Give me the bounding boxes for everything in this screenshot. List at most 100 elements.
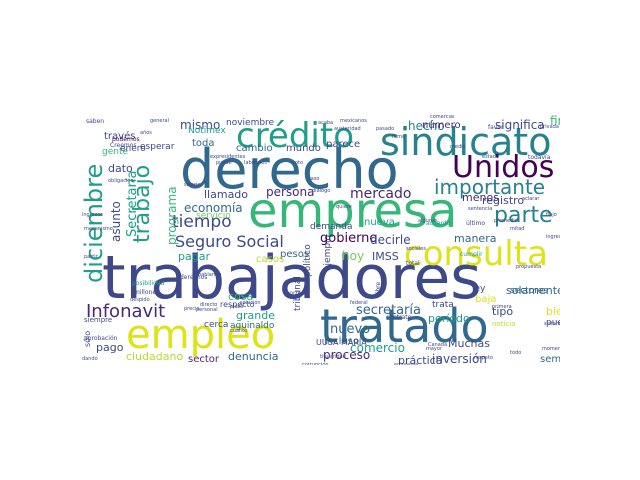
word: pueden	[546, 318, 560, 328]
word: trabajadores	[102, 243, 482, 313]
word: dato	[108, 162, 133, 175]
word: comercial	[430, 115, 455, 120]
word: casos	[256, 254, 285, 265]
word: sentencia	[468, 206, 493, 212]
word: parte	[494, 203, 553, 228]
word: cosa	[228, 290, 254, 303]
word: pesos	[280, 249, 310, 260]
word: secretaría	[356, 303, 421, 318]
word: Canadá	[428, 342, 448, 348]
word: momento	[542, 346, 560, 352]
word: práctica	[398, 354, 443, 365]
word: menos	[462, 191, 499, 204]
word: gente	[102, 147, 129, 157]
word: mercado	[350, 186, 412, 202]
word: número	[422, 120, 461, 131]
word: austeridad	[334, 126, 361, 132]
word: podemos	[112, 136, 140, 143]
word: primera	[492, 304, 512, 310]
word: Notimex	[188, 126, 226, 136]
word: pasado	[376, 126, 395, 132]
word-cloud: trabajadores empresa derecho tratado emp…	[80, 115, 560, 365]
word: derecho	[180, 138, 399, 201]
word: despido	[130, 297, 150, 303]
word: grande	[236, 309, 275, 322]
word: plazo	[230, 304, 244, 310]
word: baja	[475, 294, 497, 305]
word: empresa	[248, 183, 458, 239]
word: corrupción	[302, 362, 329, 366]
word: caso	[308, 176, 320, 182]
word: proceso	[323, 348, 371, 362]
word: respecto	[220, 300, 255, 309]
word: favor	[488, 124, 504, 131]
word: pagar	[178, 250, 210, 263]
word: personal	[196, 307, 218, 313]
word: laborales	[244, 160, 267, 166]
word: contrato	[386, 314, 412, 321]
word: cumplir	[460, 251, 483, 258]
word: noviembre	[226, 118, 275, 128]
word: pago	[96, 341, 124, 354]
word: sindicato	[380, 120, 552, 164]
word: político	[303, 244, 313, 277]
word: sistema	[544, 321, 560, 327]
word: privada	[540, 124, 559, 130]
word: demanda	[310, 222, 353, 232]
word: libre	[375, 281, 382, 295]
word: diálogo	[312, 188, 331, 194]
word: obligación	[108, 178, 134, 184]
word: último	[466, 220, 486, 227]
word: mismo	[180, 118, 221, 132]
word: trata	[432, 300, 454, 310]
word: hablando	[198, 272, 222, 278]
word: firma	[392, 134, 406, 140]
word: años	[140, 130, 152, 136]
word: tiempo	[172, 212, 232, 232]
word: Infonavit	[86, 301, 166, 322]
word: consulta	[404, 234, 548, 274]
word: empleo	[126, 312, 276, 358]
word: flujo	[546, 212, 557, 218]
word: federal	[350, 300, 368, 306]
word: Unidos	[452, 150, 555, 185]
word: general	[150, 118, 170, 124]
word: todavía	[528, 154, 551, 161]
word: registro	[482, 194, 525, 207]
word: todo	[510, 350, 522, 356]
word: enero	[120, 144, 146, 154]
word: período	[428, 312, 470, 325]
word: bien	[546, 305, 560, 318]
word: empresas	[394, 362, 419, 366]
word: solución	[240, 300, 261, 306]
word: cerca	[204, 320, 229, 330]
word: UUSA MARÍA	[316, 338, 367, 347]
word: ejemplo	[323, 234, 333, 271]
word: ingreso	[546, 234, 560, 240]
word: respeto	[474, 355, 493, 361]
word: acaba	[318, 120, 334, 126]
word: Muchas	[448, 337, 490, 350]
word: noticia	[492, 320, 516, 328]
word: denuncia	[228, 350, 279, 363]
word: tipo	[492, 305, 514, 318]
word: esperar	[140, 142, 175, 152]
word: cuanto	[230, 328, 248, 334]
word: toda	[192, 138, 215, 149]
word: mundo	[286, 143, 321, 154]
word: semana	[540, 354, 560, 365]
word: importante	[434, 175, 546, 199]
word: ingresos	[82, 212, 104, 218]
word: manera	[454, 232, 497, 245]
word: hoy	[342, 249, 365, 263]
word: tratado	[320, 299, 489, 353]
word: diciembre	[80, 163, 108, 283]
word: decirle	[370, 233, 411, 247]
word: gobierno	[320, 231, 378, 246]
word: fin	[550, 115, 560, 128]
word: asunto	[109, 201, 123, 242]
word: sector	[188, 354, 220, 365]
word: sectores	[510, 286, 548, 296]
word: titularidad	[320, 354, 346, 360]
word: IMSS	[372, 250, 399, 263]
